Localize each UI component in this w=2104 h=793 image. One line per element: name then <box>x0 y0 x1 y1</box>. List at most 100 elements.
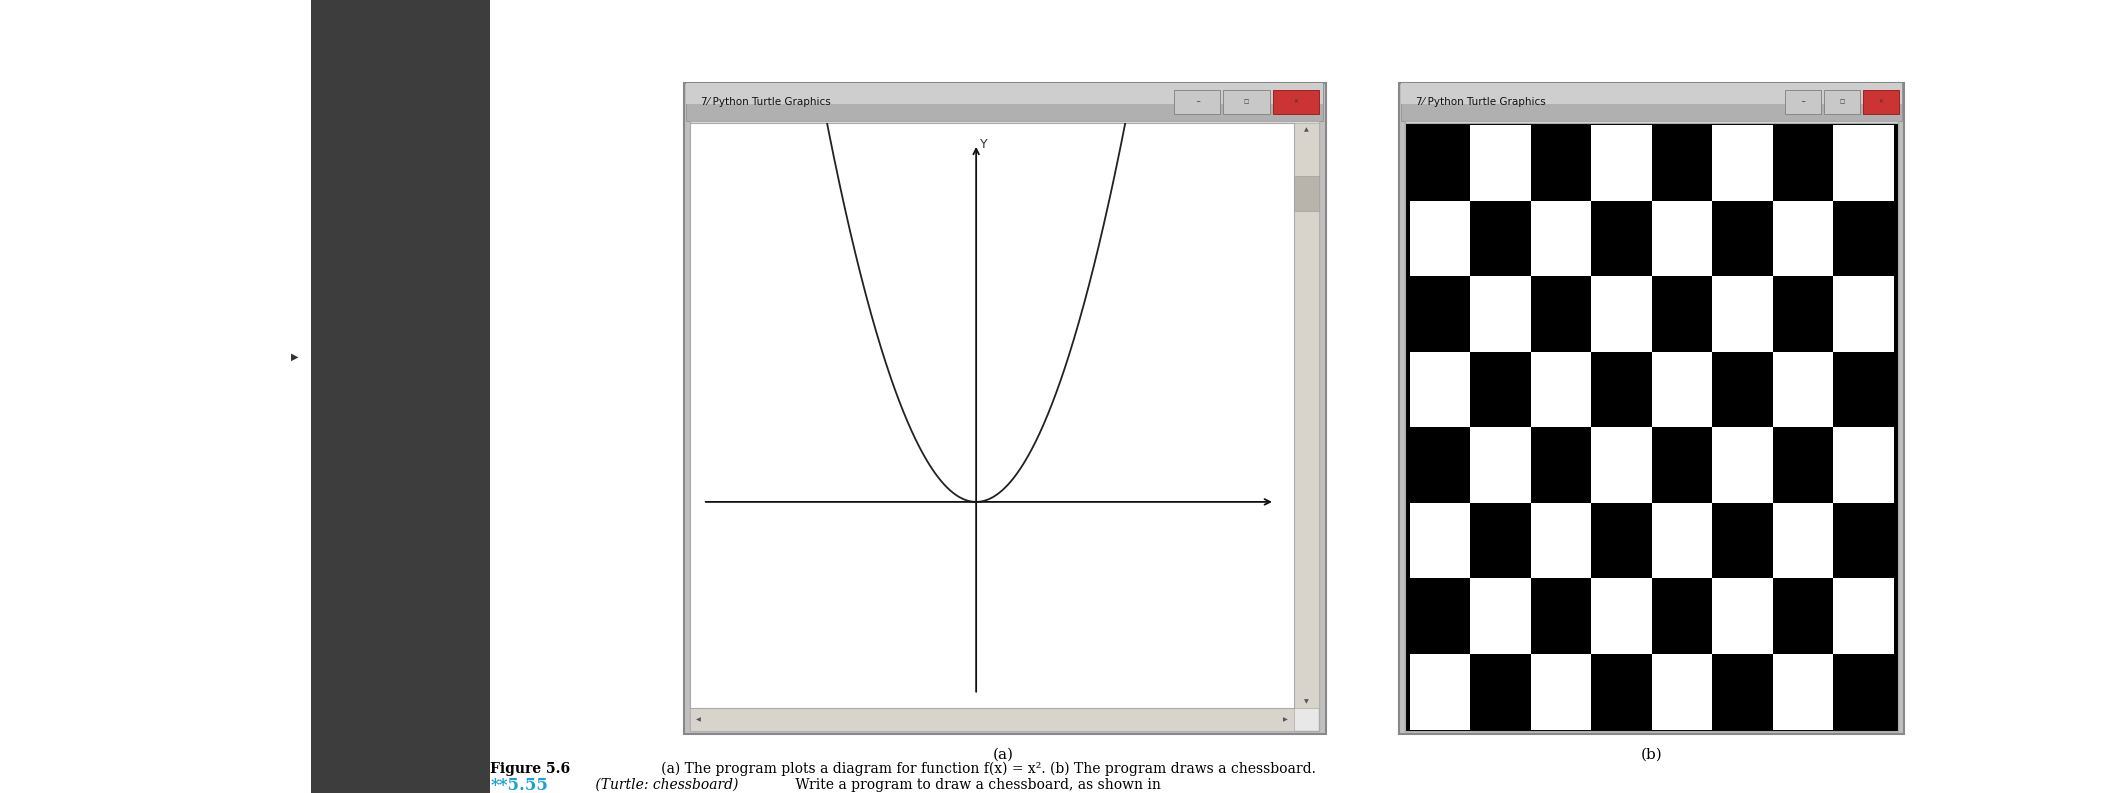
Bar <box>1591 351 1652 427</box>
Bar <box>1410 503 1471 578</box>
Bar <box>1652 654 1713 730</box>
Bar <box>1713 125 1772 201</box>
Bar <box>1471 427 1532 503</box>
Bar <box>1784 90 1822 114</box>
Bar <box>1591 427 1652 503</box>
Bar <box>1713 351 1772 427</box>
Text: Figure 5.6: Figure 5.6 <box>490 762 570 776</box>
Bar <box>1591 654 1652 730</box>
Bar <box>1532 427 1591 503</box>
Text: (Turtle: chessboard): (Turtle: chessboard) <box>591 778 739 792</box>
Text: ✕: ✕ <box>1879 100 1883 105</box>
Bar <box>686 102 1323 121</box>
Bar <box>1405 124 1898 731</box>
Text: **5.55: **5.55 <box>490 776 549 793</box>
Text: ▼: ▼ <box>1304 699 1309 704</box>
Bar <box>1652 503 1713 578</box>
Bar <box>1652 351 1713 427</box>
Bar <box>1532 503 1591 578</box>
Bar <box>1410 578 1471 654</box>
Text: Write a program to draw a chessboard, as shown in: Write a program to draw a chessboard, as… <box>791 778 1161 792</box>
Bar <box>1273 90 1319 114</box>
Bar <box>1652 201 1713 276</box>
Text: ✕: ✕ <box>1294 100 1298 105</box>
Text: ◀: ◀ <box>696 717 701 722</box>
Bar <box>1591 125 1652 201</box>
Bar <box>1713 654 1772 730</box>
Bar <box>1174 90 1220 114</box>
Bar <box>1405 124 1898 731</box>
Bar <box>1471 503 1532 578</box>
Bar <box>1399 83 1904 734</box>
Bar <box>1410 351 1471 427</box>
Bar <box>1471 351 1532 427</box>
Bar <box>1833 201 1894 276</box>
Bar <box>1471 578 1532 654</box>
Bar <box>1772 503 1833 578</box>
Bar <box>1410 654 1471 730</box>
Bar <box>1410 276 1471 351</box>
Bar <box>1652 276 1713 351</box>
Bar <box>690 121 1319 731</box>
Bar <box>1824 90 1860 114</box>
Bar <box>1401 102 1902 121</box>
Bar <box>1713 427 1772 503</box>
Bar <box>1532 201 1591 276</box>
Bar <box>1410 201 1471 276</box>
Bar <box>1652 125 1713 201</box>
Bar <box>1471 654 1532 730</box>
Bar <box>1405 121 1898 731</box>
Text: □: □ <box>1839 100 1845 105</box>
Bar <box>1410 427 1471 503</box>
Bar <box>1772 654 1833 730</box>
Bar <box>1713 201 1772 276</box>
Bar <box>1591 503 1652 578</box>
Bar <box>1713 276 1772 351</box>
Bar <box>1833 276 1894 351</box>
Text: (b): (b) <box>1641 748 1662 762</box>
Text: ▶: ▶ <box>290 352 299 362</box>
Bar <box>1225 90 1269 114</box>
Text: ▲: ▲ <box>1304 127 1309 132</box>
Text: ▶: ▶ <box>1283 717 1288 722</box>
Bar <box>1833 654 1894 730</box>
Text: Y: Y <box>980 138 987 151</box>
Bar <box>1471 125 1532 201</box>
Bar <box>1833 503 1894 578</box>
Bar <box>1532 351 1591 427</box>
Bar <box>311 0 490 793</box>
Bar <box>1532 276 1591 351</box>
Bar <box>1652 427 1713 503</box>
Text: (a): (a) <box>993 748 1014 762</box>
Bar <box>1401 83 1902 104</box>
Bar <box>1294 176 1319 211</box>
Bar <box>1591 276 1652 351</box>
Text: ─: ─ <box>1195 100 1199 105</box>
Bar <box>1833 427 1894 503</box>
Bar <box>1591 578 1652 654</box>
Bar <box>1591 201 1652 276</box>
Bar <box>1532 654 1591 730</box>
Bar <box>1713 578 1772 654</box>
Text: 7⁄ Python Turtle Graphics: 7⁄ Python Turtle Graphics <box>701 97 831 107</box>
Bar <box>686 83 1323 121</box>
Bar <box>1401 83 1902 121</box>
Bar <box>1294 124 1319 708</box>
Bar <box>1833 125 1894 201</box>
Bar <box>1772 351 1833 427</box>
Bar <box>1471 201 1532 276</box>
Text: 7⁄ Python Turtle Graphics: 7⁄ Python Turtle Graphics <box>1416 97 1546 107</box>
Bar <box>1772 578 1833 654</box>
Text: ─: ─ <box>1801 100 1805 105</box>
Bar <box>1833 578 1894 654</box>
Text: (a) The program plots a diagram for function f(x) = x². (b) The program draws a : (a) The program plots a diagram for func… <box>648 762 1315 776</box>
Bar <box>690 708 1294 731</box>
Bar <box>1772 201 1833 276</box>
Bar <box>1713 503 1772 578</box>
Bar <box>1652 578 1713 654</box>
Bar <box>1772 276 1833 351</box>
Text: □: □ <box>1243 100 1250 105</box>
Bar <box>686 83 1323 104</box>
Bar <box>684 83 1326 734</box>
Bar <box>1772 427 1833 503</box>
